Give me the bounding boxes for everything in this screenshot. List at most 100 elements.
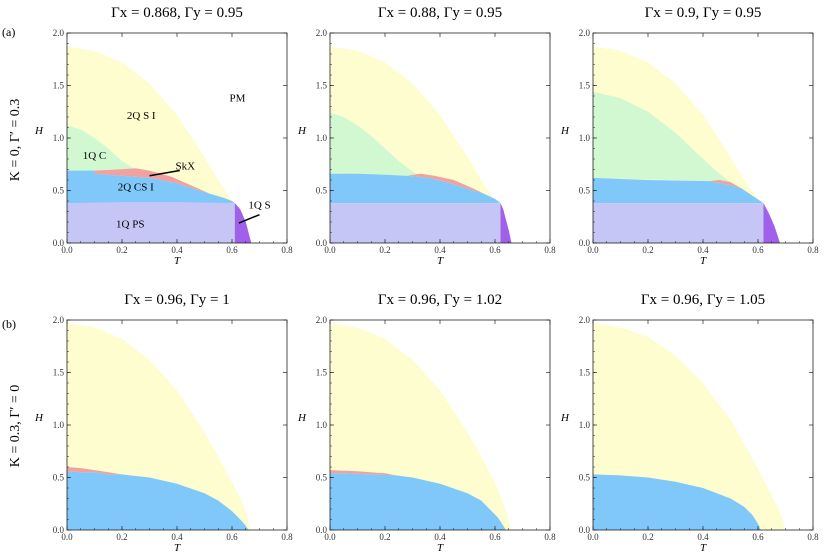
x-tick-label: 0.8 [544, 532, 556, 542]
y-tick-label: 1.5 [579, 81, 591, 91]
panel-2: 0.0 0.2 0.4 0.6 0.8 0.0 0.5 1.0 1.5 2.0 T H Γx = 0.9… [560, 5, 819, 267]
y-axis-label: H [297, 125, 307, 137]
x-tick-label: 0.6 [489, 245, 501, 255]
region-1q-c [330, 112, 421, 176]
y-tick-label: 1.5 [316, 81, 328, 91]
region-2q-cs-i [330, 473, 506, 530]
row-label-a: K = 0, Γ′ = 0.3 [8, 99, 23, 182]
x-tick-label: 0.4 [434, 532, 446, 542]
panel-0: 0.0 0.2 0.4 0.6 0.8 0.0 0.5 1.0 1.5 2.0 T H Γx = 0.8… [34, 5, 293, 267]
y-tick-label: 1.5 [316, 368, 328, 378]
x-tick-label: 0.4 [434, 245, 446, 255]
region-1q-s [763, 203, 780, 243]
y-tick-label: 0.5 [316, 186, 328, 196]
y-tick-label: 0.0 [53, 238, 65, 248]
x-tick-label: 0.2 [642, 532, 653, 542]
y-tick-label: 2.0 [53, 315, 65, 325]
region-skx [330, 470, 396, 476]
x-tick-label: 0.4 [171, 245, 183, 255]
x-tick-label: 0.6 [226, 245, 238, 255]
panel-3: 0.0 0.2 0.4 0.6 0.8 0.0 0.5 1.0 1.5 2.0 T H Γx = 0.9… [34, 292, 293, 554]
x-axis-label: T [437, 255, 444, 267]
y-tick-label: 0.5 [53, 186, 65, 196]
x-tick-label: 0.8 [807, 245, 819, 255]
y-tick-label: 2.0 [316, 315, 328, 325]
region-2q-cs-i [67, 471, 249, 530]
region-1q-s [500, 203, 512, 243]
region-2q-cs-i [330, 173, 501, 204]
panel-title: Γx = 0.9, Γy = 0.95 [645, 5, 762, 21]
y-tick-label: 2.0 [579, 315, 591, 325]
phase-label-1q-s: 1Q S [248, 199, 270, 211]
x-axis-label: T [174, 255, 181, 267]
x-tick-label: 0.0 [324, 245, 336, 255]
y-tick-label: 0.0 [53, 525, 65, 535]
panel-title: Γx = 0.868, Γy = 0.95 [111, 5, 243, 21]
y-tick-label: 1.0 [579, 420, 591, 430]
y-axis-label: H [560, 125, 570, 137]
panel-title: Γx = 0.96, Γy = 1.02 [378, 292, 502, 308]
x-axis-label: T [437, 542, 444, 554]
region-skx [407, 173, 484, 194]
x-tick-label: 0.2 [116, 532, 127, 542]
y-tick-label: 0.0 [316, 525, 328, 535]
phase-label-2q-s-i: 2Q S I [127, 110, 156, 122]
y-tick-label: 1.0 [316, 133, 328, 143]
x-tick-label: 0.0 [587, 245, 599, 255]
y-tick-label: 1.0 [579, 133, 591, 143]
phase-label-2q-cs-i: 2Q CS I [118, 182, 154, 194]
y-tick-label: 2.0 [53, 28, 65, 38]
y-tick-label: 0.5 [316, 473, 328, 483]
y-tick-label: 1.5 [53, 81, 65, 91]
y-tick-label: 2.0 [579, 28, 591, 38]
y-tick-label: 1.0 [53, 133, 65, 143]
x-tick-label: 0.4 [697, 532, 709, 542]
x-axis-label: T [700, 542, 707, 554]
x-tick-label: 0.2 [379, 245, 390, 255]
1q-s-leader-line [238, 213, 260, 224]
row-tag-a: (a) [2, 25, 15, 39]
row-tag-b: (b) [2, 317, 16, 331]
region-1q-c [593, 91, 731, 183]
x-tick-label: 0.2 [642, 245, 653, 255]
y-axis-label: H [34, 412, 44, 424]
skx-leader-line [149, 169, 180, 177]
x-tick-label: 0.6 [752, 245, 764, 255]
region-2q-cs-i [593, 474, 761, 530]
x-tick-label: 0.4 [171, 532, 183, 542]
y-tick-label: 1.5 [579, 368, 591, 378]
region-skx [94, 168, 210, 194]
region-1q-ps [67, 202, 235, 243]
x-tick-label: 0.0 [587, 532, 599, 542]
panel-title: Γx = 0.96, Γy = 1 [124, 292, 230, 308]
region-1q-s [234, 203, 252, 243]
region-1q-ps [593, 203, 764, 243]
phase-label-skx: SkX [175, 161, 195, 173]
x-tick-label: 0.6 [489, 532, 501, 542]
region-1q-c [67, 125, 142, 172]
region-2q-cs-i [593, 177, 764, 204]
panel-1: 0.0 0.2 0.4 0.6 0.8 0.0 0.5 1.0 1.5 2.0 T H Γx = 0.8… [297, 5, 556, 267]
y-tick-label: 0.5 [579, 186, 591, 196]
phase-label-pm: PM [230, 92, 246, 104]
x-tick-label: 0.6 [752, 532, 764, 542]
phase-label-1q-ps: 1Q PS [116, 218, 144, 230]
y-tick-label: 1.0 [316, 420, 328, 430]
x-axis-label: T [174, 542, 181, 554]
y-tick-label: 0.0 [316, 238, 328, 248]
y-tick-label: 0.0 [579, 525, 591, 535]
region-skx [67, 467, 122, 475]
x-tick-label: 0.0 [61, 532, 73, 542]
y-axis-label: H [297, 412, 307, 424]
x-tick-label: 0.8 [544, 245, 556, 255]
panel-4: 0.0 0.2 0.4 0.6 0.8 0.0 0.5 1.0 1.5 2.0 T H Γx = 0.9… [297, 292, 556, 554]
y-tick-label: 0.5 [53, 473, 65, 483]
y-axis-label: H [560, 412, 570, 424]
phase-label-1q-c: 1Q C [83, 150, 107, 162]
x-axis-label: T [700, 255, 707, 267]
region-2q-cs-i [67, 170, 235, 204]
x-tick-label: 0.4 [697, 245, 709, 255]
region-1q-ps [330, 203, 501, 243]
y-tick-label: 0.5 [579, 473, 591, 483]
x-tick-label: 0.8 [807, 532, 819, 542]
